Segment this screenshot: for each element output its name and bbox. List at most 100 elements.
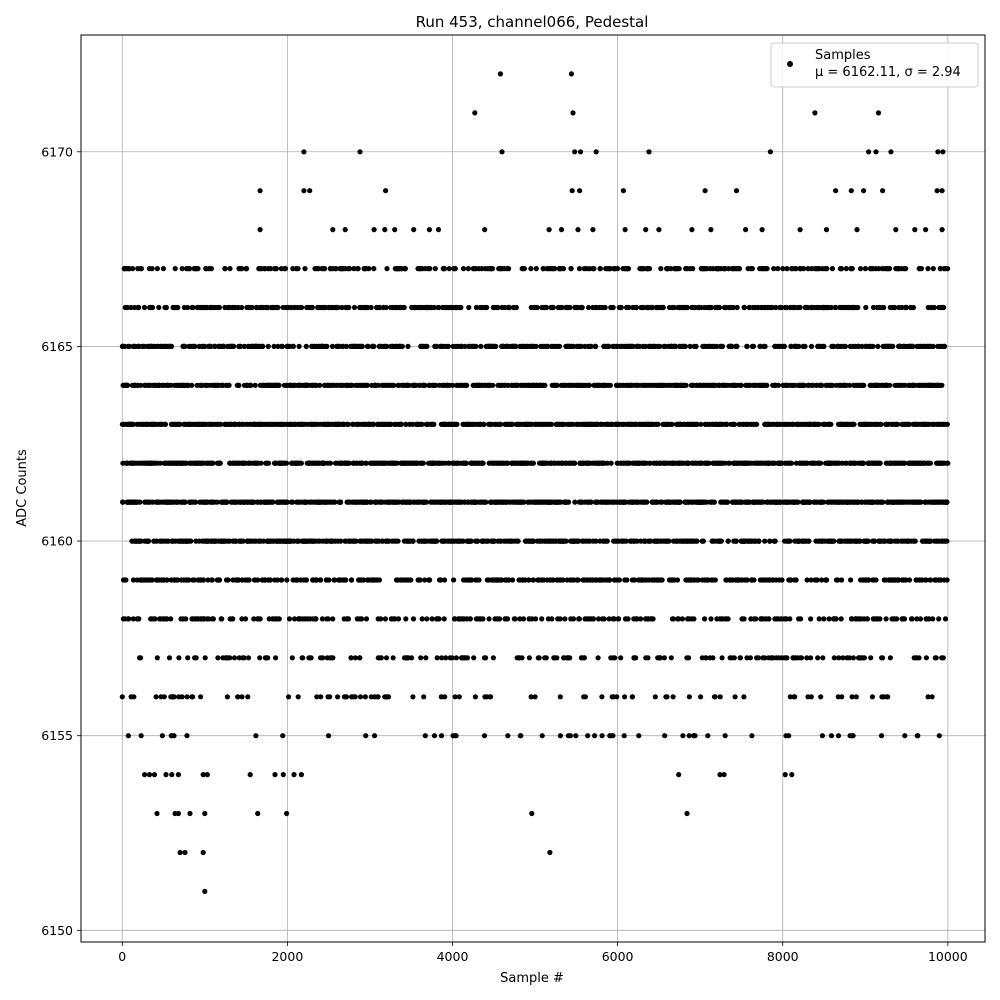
data-point <box>497 71 503 77</box>
data-point <box>255 810 261 817</box>
data-point <box>171 694 177 700</box>
data-point <box>363 616 370 622</box>
data-point <box>284 577 290 583</box>
data-point <box>363 460 369 466</box>
data-point <box>875 110 882 116</box>
data-point <box>567 655 573 661</box>
data-point <box>599 733 605 739</box>
data-point <box>531 538 537 544</box>
data-point <box>517 616 523 622</box>
data-point <box>431 421 437 427</box>
data-point <box>787 616 793 622</box>
data-point <box>378 616 384 622</box>
data-point <box>549 616 555 622</box>
data-point <box>175 304 181 311</box>
data-point <box>157 460 163 466</box>
data-point <box>659 577 665 583</box>
data-point <box>417 577 423 583</box>
data-point <box>308 655 314 661</box>
data-point <box>493 343 499 349</box>
data-point <box>610 733 616 739</box>
data-point <box>330 655 336 661</box>
data-point <box>469 577 475 583</box>
data-point <box>385 694 392 700</box>
data-point <box>342 227 348 233</box>
data-point <box>424 343 430 349</box>
data-point <box>403 421 409 427</box>
data-point <box>208 266 214 272</box>
data-point <box>725 616 731 622</box>
data-point <box>737 655 744 661</box>
data-point <box>391 382 397 388</box>
data-point <box>741 616 747 622</box>
data-point <box>601 616 607 622</box>
data-point <box>421 694 427 700</box>
data-point <box>532 694 538 700</box>
data-point <box>724 499 731 505</box>
data-point <box>569 188 575 194</box>
data-point <box>526 655 533 661</box>
data-point <box>345 616 351 622</box>
data-point <box>530 577 537 583</box>
data-point <box>756 538 762 544</box>
data-point <box>620 188 627 194</box>
data-point <box>615 266 621 272</box>
data-point <box>435 227 442 233</box>
data-point <box>326 733 332 739</box>
data-point <box>616 616 622 622</box>
data-point <box>725 538 731 544</box>
data-point <box>388 421 394 427</box>
data-point <box>432 266 438 272</box>
data-point <box>577 149 584 155</box>
data-point <box>138 733 144 739</box>
data-point <box>249 304 255 311</box>
data-point <box>138 655 144 661</box>
data-point <box>481 421 487 427</box>
data-point <box>248 382 254 388</box>
data-point <box>686 655 692 661</box>
data-point <box>466 304 472 311</box>
data-point <box>509 577 516 583</box>
data-point <box>410 616 417 622</box>
data-point <box>370 421 377 427</box>
data-point <box>488 694 494 700</box>
data-point <box>244 266 250 272</box>
data-point <box>481 733 488 739</box>
data-point <box>498 421 504 427</box>
data-point <box>408 577 414 583</box>
data-point <box>708 616 714 622</box>
data-point <box>227 266 233 272</box>
data-point <box>529 616 535 622</box>
data-point <box>590 227 596 233</box>
data-point <box>290 343 296 349</box>
data-point <box>912 227 918 233</box>
data-point <box>265 655 271 661</box>
data-point <box>716 304 723 311</box>
data-point <box>554 382 560 388</box>
data-point <box>267 577 273 583</box>
data-point <box>451 577 457 583</box>
data-point <box>680 733 686 739</box>
data-point <box>176 655 182 661</box>
data-point <box>245 694 251 700</box>
data-point <box>582 694 589 700</box>
data-point <box>506 304 512 311</box>
data-point <box>442 577 448 583</box>
data-point <box>506 266 512 272</box>
data-point <box>369 538 375 544</box>
data-point <box>646 149 652 155</box>
data-point <box>792 694 798 700</box>
data-point <box>190 304 196 311</box>
data-point <box>239 266 245 272</box>
data-point <box>652 694 658 700</box>
data-point <box>292 616 298 622</box>
data-point <box>318 694 324 700</box>
data-point <box>405 343 411 349</box>
data-point <box>749 733 755 739</box>
data-point <box>581 655 588 661</box>
data-point <box>472 110 478 116</box>
data-point <box>465 266 471 272</box>
data-point <box>343 343 349 349</box>
data-point <box>472 694 478 700</box>
data-point <box>279 577 285 583</box>
